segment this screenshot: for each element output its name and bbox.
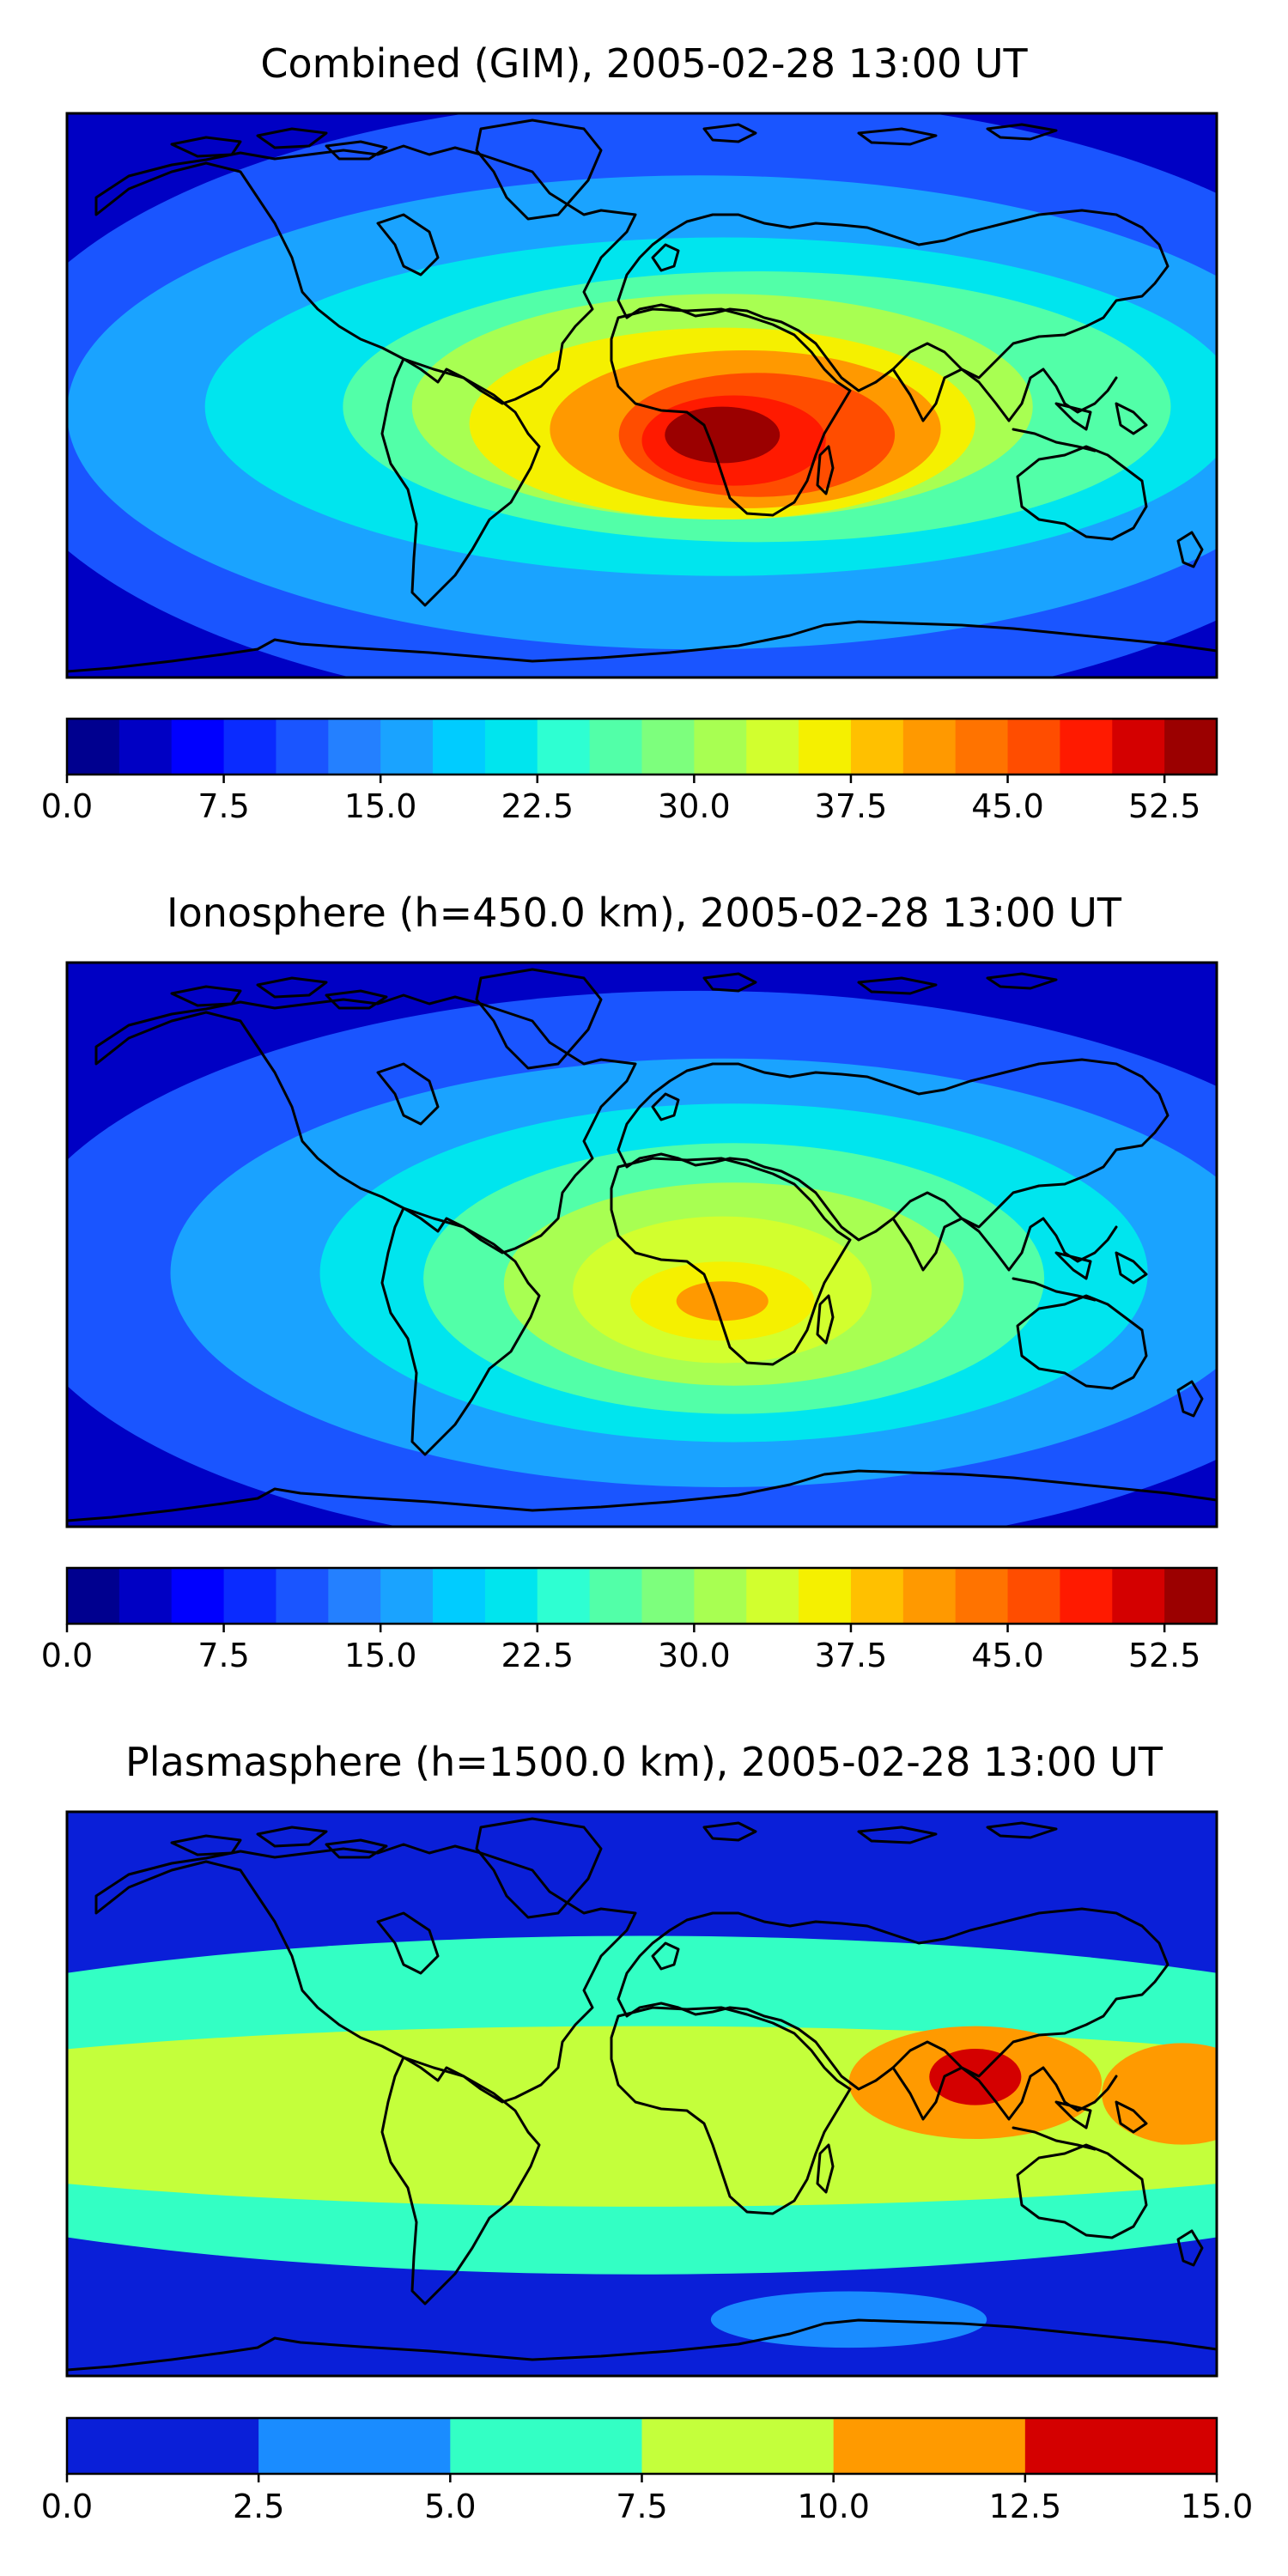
colorbar-swatch bbox=[67, 1568, 120, 1624]
colorbar-swatch bbox=[450, 2418, 643, 2474]
colorbar-swatch bbox=[118, 719, 173, 775]
colorbar-swatch bbox=[589, 1568, 643, 1624]
colorbar-tick-label: 15.0 bbox=[344, 1637, 417, 1674]
colorbar-tick-label: 12.5 bbox=[989, 2488, 1062, 2525]
colorbar-swatch bbox=[328, 1568, 381, 1624]
panel-title: Plasmasphere (h=1500.0 km), 2005-02-28 1… bbox=[125, 1739, 1163, 1785]
colorbar-tick-label: 15.0 bbox=[1181, 2488, 1254, 2525]
colorbar-swatch bbox=[171, 1568, 225, 1624]
map-frame bbox=[65, 1810, 1218, 2378]
colorbar-tick-label: 37.5 bbox=[815, 1637, 888, 1674]
colorbar-swatch bbox=[1060, 719, 1113, 775]
colorbar-tick-label: 2.5 bbox=[233, 2488, 284, 2525]
colorbar-swatch bbox=[433, 1568, 486, 1624]
colorbar-swatch bbox=[223, 1568, 277, 1624]
colorbar-swatch bbox=[850, 1568, 904, 1624]
colorbar-tick-label: 52.5 bbox=[1128, 787, 1201, 825]
panel-title: Ionosphere (h=450.0 km), 2005-02-28 13:0… bbox=[167, 890, 1122, 936]
colorbar-swatch bbox=[955, 1568, 1009, 1624]
colorbar-swatch bbox=[537, 719, 591, 775]
map-frame bbox=[65, 961, 1218, 1528]
colorbar-frame bbox=[65, 1566, 1218, 1625]
colorbar-swatch bbox=[484, 1568, 538, 1624]
colorbar-tick-label: 45.0 bbox=[971, 1637, 1044, 1674]
colorbar-swatch bbox=[833, 2418, 1026, 2474]
colorbar-tick-label: 7.5 bbox=[616, 2488, 667, 2525]
map-frame bbox=[65, 112, 1218, 679]
colorbar-swatch bbox=[641, 1568, 695, 1624]
colorbar-swatch bbox=[902, 719, 957, 775]
colorbar-tick-label: 0.0 bbox=[41, 1637, 93, 1674]
colorbar-swatch bbox=[67, 2418, 259, 2474]
contour-region bbox=[676, 1281, 769, 1321]
colorbar-swatch bbox=[641, 2418, 835, 2474]
colorbar-swatch bbox=[328, 719, 381, 775]
contour-region bbox=[665, 406, 781, 464]
map-field bbox=[67, 113, 1217, 677]
colorbar-swatch bbox=[1007, 719, 1061, 775]
colorbar-swatch bbox=[850, 719, 904, 775]
colorbar-swatch bbox=[1112, 719, 1165, 775]
colorbar-swatch bbox=[694, 719, 747, 775]
colorbar-tick-label: 0.0 bbox=[41, 787, 93, 825]
colorbar-tick-label: 22.5 bbox=[501, 787, 574, 825]
contour-region bbox=[1102, 2043, 1217, 2145]
colorbar-swatch bbox=[67, 719, 120, 775]
map-field bbox=[67, 963, 1217, 1527]
contour-region bbox=[67, 2026, 1217, 2207]
colorbar-tick-label: 5.0 bbox=[424, 2488, 476, 2525]
colorbar-tick-label: 30.0 bbox=[658, 1637, 731, 1674]
colorbar-tick-label: 30.0 bbox=[658, 787, 731, 825]
colorbar-swatch bbox=[1024, 2418, 1218, 2474]
colorbar-swatch bbox=[589, 719, 643, 775]
colorbar-tick-label: 22.5 bbox=[501, 1637, 574, 1674]
colorbar-swatch bbox=[746, 1568, 799, 1624]
colorbar: 0.0 7.5 15.0 22.5 30.0 37.5 45.0 52.5 bbox=[41, 1566, 1218, 1674]
colorbar-swatch bbox=[118, 1568, 173, 1624]
colorbar-frame bbox=[65, 717, 1218, 776]
colorbar-swatch bbox=[171, 719, 225, 775]
colorbar-swatch bbox=[1007, 1568, 1061, 1624]
colorbar-swatch bbox=[1112, 1568, 1165, 1624]
colorbar-swatch bbox=[1060, 1568, 1113, 1624]
contour-region bbox=[710, 2291, 987, 2348]
colorbar-tick-label: 37.5 bbox=[815, 787, 888, 825]
colorbar-tick-label: 10.0 bbox=[797, 2488, 870, 2525]
colorbar-swatch bbox=[484, 719, 538, 775]
colorbar: 0.0 2.5 5.0 7.5 10.0 12.5 15.0 bbox=[41, 2416, 1254, 2525]
colorbar-tick-label: 15.0 bbox=[344, 787, 417, 825]
colorbar: 0.0 7.5 15.0 22.5 30.0 37.5 45.0 52.5 bbox=[41, 717, 1218, 825]
panel-1: Combined (GIM), 2005-02-28 13:00 UT 0.0 7.… bbox=[41, 40, 1218, 825]
colorbar-swatch bbox=[799, 719, 852, 775]
colorbar-swatch bbox=[223, 719, 277, 775]
panel-2: Ionosphere (h=450.0 km), 2005-02-28 13:0… bbox=[41, 890, 1218, 1674]
colorbar-tick-label: 7.5 bbox=[197, 787, 249, 825]
colorbar-swatch bbox=[276, 1568, 329, 1624]
map-field bbox=[67, 1812, 1217, 2376]
colorbar-swatch bbox=[1164, 719, 1218, 775]
panel-title: Combined (GIM), 2005-02-28 13:00 UT bbox=[260, 40, 1028, 87]
colorbar-swatch bbox=[694, 1568, 747, 1624]
colorbar-swatch bbox=[433, 719, 486, 775]
colorbar-tick-label: 0.0 bbox=[41, 2488, 93, 2525]
colorbar-swatch bbox=[537, 1568, 591, 1624]
colorbar-swatch bbox=[799, 1568, 852, 1624]
colorbar-swatch bbox=[902, 1568, 957, 1624]
colorbar-swatch bbox=[746, 719, 799, 775]
colorbar-tick-label: 52.5 bbox=[1128, 1637, 1201, 1674]
colorbar-swatch bbox=[641, 719, 695, 775]
colorbar-tick-label: 45.0 bbox=[971, 787, 1044, 825]
colorbar-swatch bbox=[276, 719, 329, 775]
colorbar-swatch bbox=[380, 719, 434, 775]
colorbar-tick-label: 7.5 bbox=[197, 1637, 249, 1674]
panel-3: Plasmasphere (h=1500.0 km), 2005-02-28 1… bbox=[41, 1739, 1254, 2525]
colorbar-swatch bbox=[955, 719, 1009, 775]
colorbar-swatch bbox=[1164, 1568, 1218, 1624]
colorbar-swatch bbox=[380, 1568, 434, 1624]
colorbar-swatch bbox=[258, 2418, 451, 2474]
